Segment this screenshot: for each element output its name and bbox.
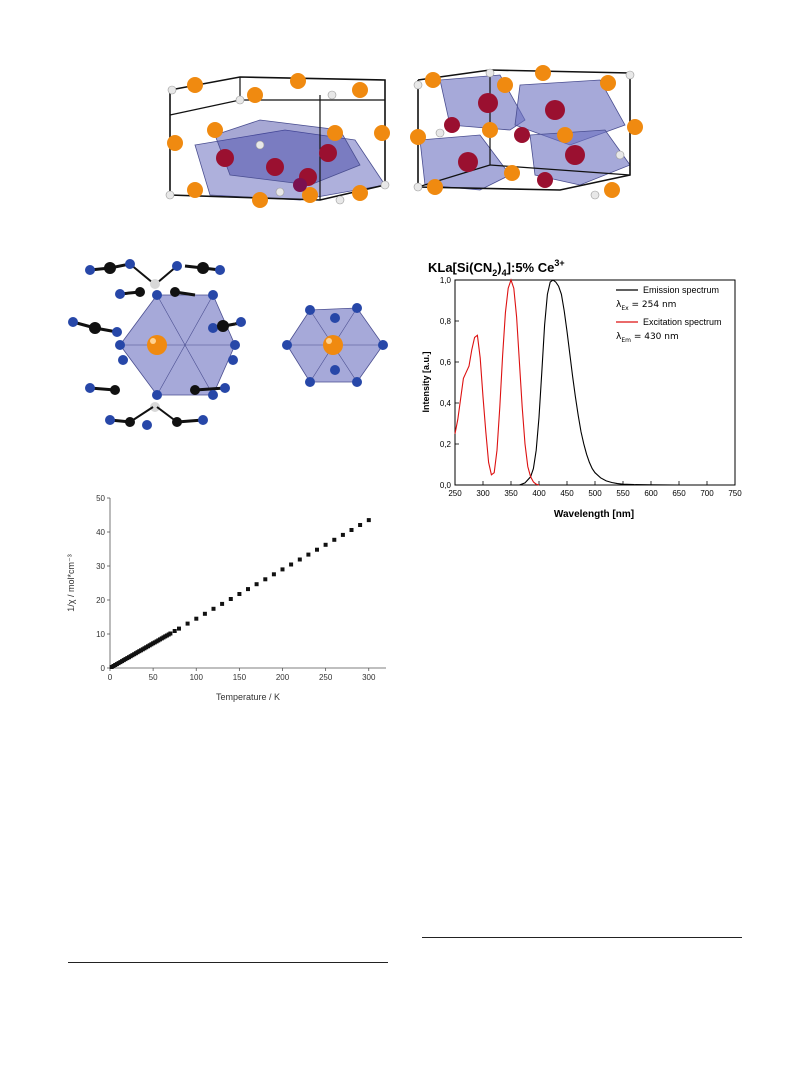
legend-note: λEx = 254 nm	[616, 300, 676, 312]
series-line	[454, 278, 540, 486]
data-point	[237, 592, 242, 596]
x-tick-label: 100	[190, 673, 204, 682]
data-point	[211, 606, 216, 611]
x-tick-label: 0	[108, 673, 113, 682]
y-tick-label: 0,6	[440, 358, 452, 367]
data-point	[280, 567, 285, 572]
data-point	[340, 532, 345, 537]
x-tick-label: 300	[362, 673, 376, 682]
x-tick-label: 650	[672, 489, 686, 498]
x-tick-label: 700	[700, 489, 714, 498]
data-point	[297, 557, 302, 562]
chart-series	[454, 278, 707, 486]
data-point	[358, 523, 363, 527]
x-tick-label: 150	[233, 673, 247, 682]
data-point	[263, 577, 268, 582]
chart-title: KLa[Si(CN2)4]:5% Ce3+	[428, 258, 565, 278]
y-tick-label: 20	[96, 596, 105, 605]
footnote-rule-right	[422, 937, 742, 938]
data-point	[172, 629, 177, 633]
x-tick-label: 550	[616, 489, 630, 498]
y-tick-label: 50	[96, 494, 105, 503]
data-point	[306, 552, 311, 557]
data-point	[194, 616, 199, 621]
x-tick-label: 250	[319, 673, 333, 682]
photoluminescence-chart: KLa[Si(CN2)4]:5% Ce3+ 250 300 350 400 450 500…	[418, 258, 748, 523]
x-tick-label: 400	[532, 489, 546, 498]
x-axis-label: Wavelength [nm]	[554, 509, 634, 520]
series-line	[519, 279, 707, 486]
data-point	[177, 626, 181, 631]
data-point	[332, 537, 337, 542]
y-tick-label: 0,8	[440, 317, 452, 326]
data-point	[228, 597, 233, 601]
x-tick-label: 350	[504, 489, 518, 498]
y-axis-label: 1/χ / mol*cm⁻³	[66, 554, 76, 611]
legend-label: Emission spectrum	[643, 285, 719, 295]
data-point	[323, 542, 328, 547]
chart-axes: 250 300 350 400 450 500 550 600 650 700 750 0,0 0,2 0…	[440, 276, 742, 498]
chart-legend: Emission spectrum λEx = 254 nm Excitation …	[616, 285, 722, 344]
crystal-structure-figure	[150, 55, 660, 215]
data-point	[246, 587, 250, 592]
y-tick-label: 0,0	[440, 481, 452, 490]
x-tick-label: 250	[448, 489, 462, 498]
data-point	[349, 528, 354, 532]
data-point	[168, 631, 173, 636]
x-tick-label: 200	[276, 673, 290, 682]
data-point	[315, 547, 319, 552]
coordination-polyhedra-figure	[65, 250, 410, 435]
data-point	[271, 572, 276, 577]
data-point	[202, 611, 207, 616]
crystal-structure-drawing	[165, 65, 643, 208]
data-point	[220, 601, 225, 606]
y-tick-label: 40	[96, 528, 105, 537]
data-point	[289, 562, 294, 567]
footnote-rule-left	[68, 962, 388, 963]
x-tick-label: 500	[588, 489, 602, 498]
y-tick-label: 0,2	[440, 440, 452, 449]
inverse-susceptibility-chart: 0 50 100 150 200 250 300 0 10 20 30 40 50 Temperatur…	[58, 488, 398, 708]
y-tick-label: 0	[101, 664, 106, 673]
legend-note: λEm = 430 nm	[616, 332, 679, 344]
x-tick-label: 750	[728, 489, 742, 498]
x-tick-label: 300	[476, 489, 490, 498]
legend-label: Excitation spectrum	[643, 317, 722, 327]
chart-series	[109, 518, 371, 669]
y-tick-label: 10	[96, 630, 105, 639]
photoluminescence-plot: KLa[Si(CN2)4]:5% Ce3+ 250 300 350 400 450 500…	[421, 258, 742, 520]
y-axis-label: Intensity [a.u.]	[421, 351, 431, 412]
y-tick-label: 0,4	[440, 399, 452, 408]
x-tick-label: 50	[149, 673, 158, 682]
coordination-polyhedra-drawing	[68, 259, 388, 430]
x-tick-label: 600	[644, 489, 658, 498]
inverse-susceptibility-plot: 0 50 100 150 200 250 300 0 10 20 30 40 50 Temperatur…	[66, 494, 386, 702]
data-point	[185, 621, 190, 626]
x-axis-label: Temperature / K	[216, 692, 280, 702]
data-point	[366, 518, 371, 523]
y-tick-label: 30	[96, 562, 105, 571]
y-tick-label: 1,0	[440, 276, 452, 285]
chart-axes: 0 50 100 150 200 250 300 0 10 20 30 40 50	[96, 494, 386, 682]
x-tick-label: 450	[560, 489, 574, 498]
data-point	[254, 582, 259, 587]
